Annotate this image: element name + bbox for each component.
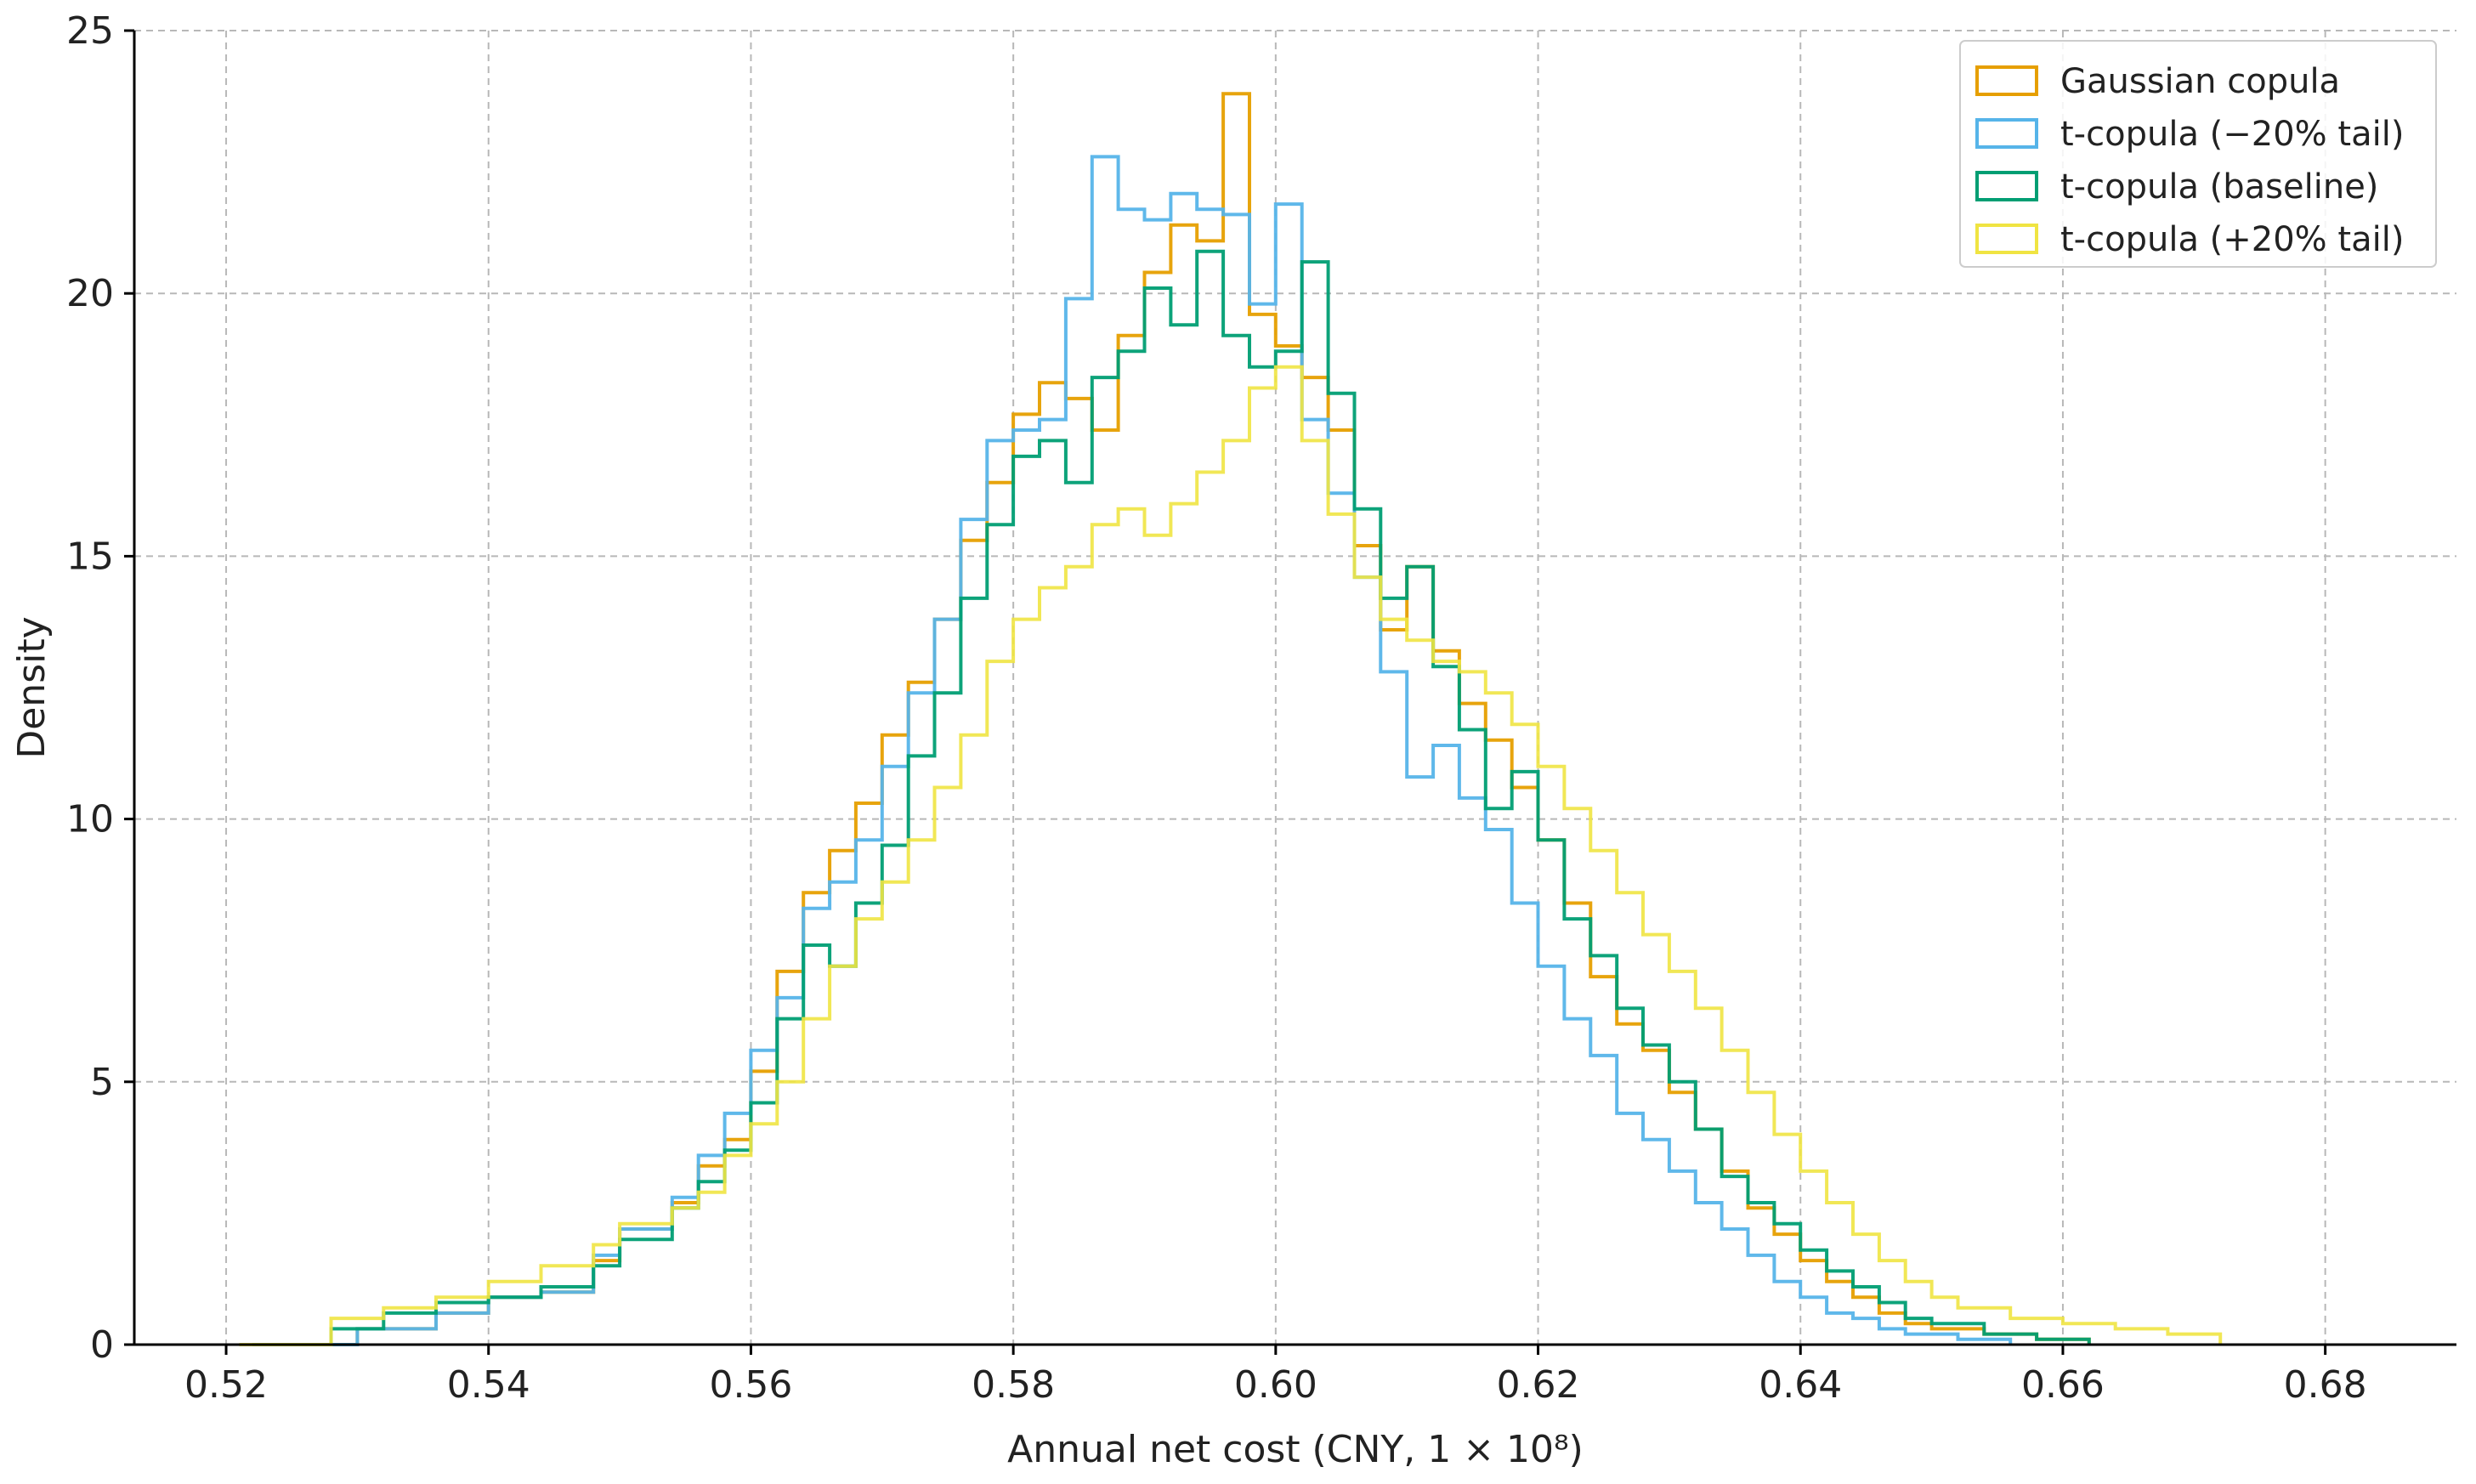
y-tick-label: 25 — [66, 9, 114, 53]
y-axis-title: Density — [10, 616, 54, 758]
legend-swatch — [1975, 65, 2038, 96]
legend-label: t-copula (baseline) — [2060, 167, 2378, 207]
legend-box — [1959, 40, 2437, 268]
y-tick-label: 0 — [90, 1323, 114, 1367]
y-tick-label: 20 — [66, 272, 114, 315]
legend: Gaussian copula t-copula (−20% tail) t-cop… — [1959, 40, 2437, 268]
x-axis-title: Annual net cost (CNY, 1 × 10⁸) — [1007, 1428, 1584, 1471]
x-tick-label: 0.64 — [1759, 1363, 1842, 1407]
axes: 0.52 0.54 0.56 0.58 0.60 0.62 0.64 0.66 0.68 0 5 10… — [10, 9, 2456, 1471]
series-line-1 — [252, 155, 2013, 1346]
y-tick-label: 15 — [66, 535, 114, 578]
series-layer — [239, 92, 2223, 1346]
x-tick-label: 0.52 — [184, 1363, 268, 1407]
x-tick-label: 0.60 — [1234, 1363, 1317, 1407]
y-tick-label: 5 — [90, 1061, 114, 1104]
x-tick-label: 0.66 — [2021, 1363, 2105, 1407]
y-tick-label: 10 — [66, 798, 114, 841]
legend-swatch — [1975, 224, 2038, 254]
legend-label: t-copula (+20% tail) — [2060, 220, 2404, 259]
legend-swatch — [1975, 118, 2038, 149]
series-line-0 — [252, 92, 2091, 1346]
x-tick-label: 0.58 — [972, 1363, 1055, 1407]
x-tick-label: 0.68 — [2284, 1363, 2367, 1407]
grid — [134, 30, 2456, 1345]
x-tick-label: 0.62 — [1497, 1363, 1580, 1407]
legend-swatch — [1975, 171, 2038, 201]
legend-label: t-copula (−20% tail) — [2060, 115, 2404, 154]
series-line-3 — [239, 365, 2223, 1346]
x-tick-label: 0.56 — [709, 1363, 792, 1407]
legend-label: Gaussian copula — [2060, 62, 2340, 101]
x-tick-label: 0.54 — [447, 1363, 530, 1407]
series-line-2 — [252, 249, 2091, 1346]
